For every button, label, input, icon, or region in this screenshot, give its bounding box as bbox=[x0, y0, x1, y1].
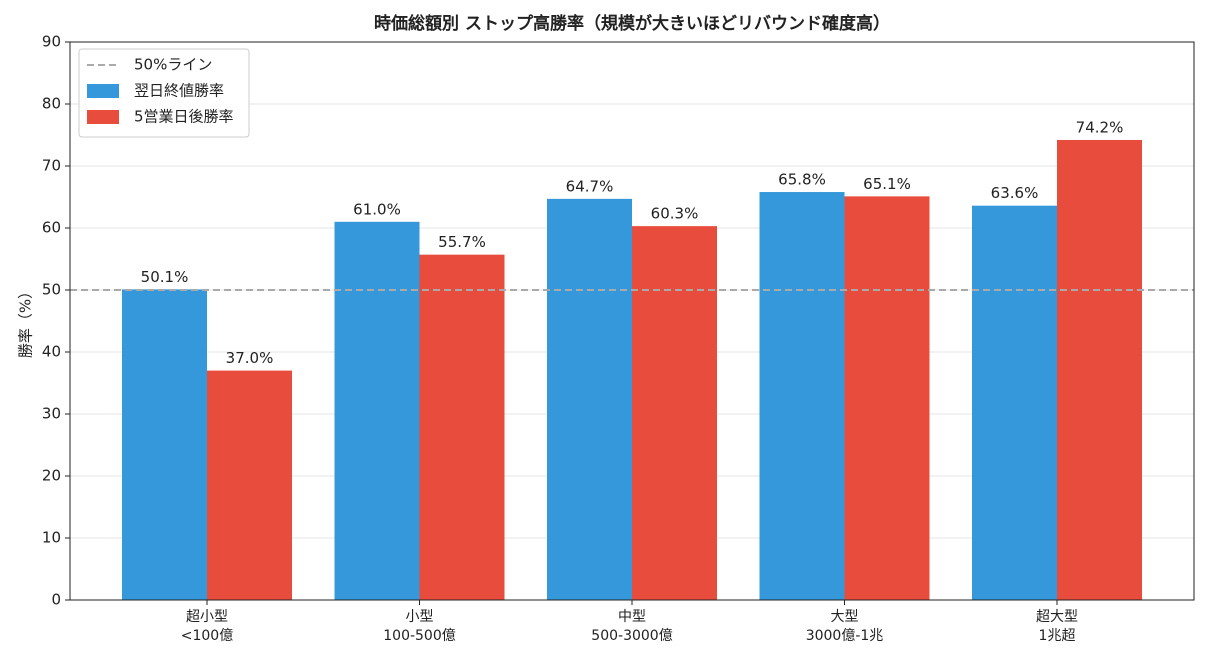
legend-swatch bbox=[87, 84, 119, 98]
y-tick-label: 10 bbox=[42, 529, 61, 547]
bar bbox=[759, 192, 845, 601]
y-tick-label: 0 bbox=[51, 591, 61, 609]
x-tick-label: 中型 500-3000億 bbox=[591, 609, 673, 644]
bar bbox=[207, 370, 292, 600]
y-tick-label: 20 bbox=[42, 467, 61, 485]
y-tick-label: 60 bbox=[42, 219, 61, 237]
legend-label: 50%ライン bbox=[134, 56, 212, 74]
y-axis-label: 勝率（%） bbox=[17, 284, 35, 358]
y-tick-label: 40 bbox=[42, 343, 61, 361]
bar bbox=[632, 226, 717, 600]
legend-swatch bbox=[87, 110, 119, 124]
value-label: 37.0% bbox=[226, 349, 274, 367]
y-tick-label: 70 bbox=[42, 157, 61, 175]
value-label: 74.2% bbox=[1076, 118, 1124, 136]
bar bbox=[844, 196, 930, 600]
legend-label: 5営業日後勝率 bbox=[134, 108, 234, 126]
value-label: 61.0% bbox=[353, 200, 401, 218]
x-tick-label: 超大型 1兆超 bbox=[1036, 609, 1078, 644]
value-label: 64.7% bbox=[566, 177, 614, 195]
value-label: 60.3% bbox=[651, 205, 699, 223]
bar bbox=[419, 254, 505, 600]
value-label: 63.6% bbox=[991, 184, 1039, 202]
bar bbox=[1057, 139, 1142, 600]
plot-frame bbox=[69, 41, 1195, 601]
x-tick-label: 大型 3000億-1兆 bbox=[805, 609, 884, 644]
bar bbox=[547, 198, 632, 601]
legend-box bbox=[78, 48, 250, 138]
chart-title: 時価総額別 ストップ高勝率（規模が大きいほどリバウンド確度高） bbox=[374, 13, 890, 34]
bar bbox=[122, 289, 207, 600]
y-tick-label: 90 bbox=[42, 33, 61, 51]
bar bbox=[972, 205, 1057, 600]
value-label: 55.7% bbox=[438, 233, 486, 251]
y-tick-label: 50 bbox=[42, 281, 61, 299]
x-tick-label: 超小型 <100億 bbox=[180, 609, 234, 644]
y-tick-label: 80 bbox=[42, 95, 61, 113]
x-tick-label: 小型 100-500億 bbox=[383, 609, 456, 644]
bar bbox=[334, 221, 420, 601]
legend-label: 翌日終値勝率 bbox=[134, 82, 224, 100]
value-label: 50.1% bbox=[141, 268, 189, 286]
y-tick-label: 30 bbox=[42, 405, 61, 423]
value-label: 65.8% bbox=[778, 171, 826, 189]
value-label: 65.1% bbox=[863, 175, 911, 193]
